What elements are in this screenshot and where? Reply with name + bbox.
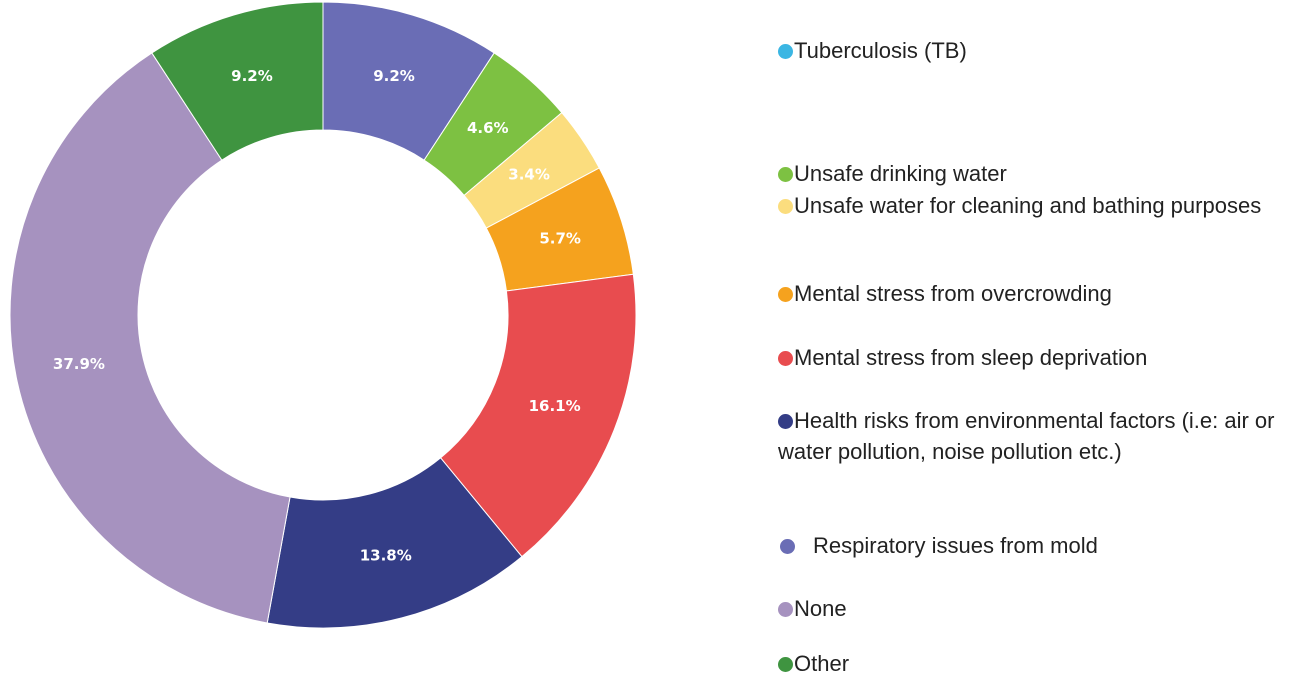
legend-marker	[778, 602, 793, 617]
legend-label: None	[794, 596, 847, 621]
legend-marker	[778, 414, 793, 429]
slice	[151, 1, 324, 161]
legend-item: Unsafe water for cleaning and bathing pu…	[778, 190, 1298, 221]
slice-label: 5.7%	[539, 230, 581, 248]
legend-label: Unsafe water for cleaning and bathing pu…	[794, 193, 1262, 218]
legend-label: Mental stress from overcrowding	[794, 281, 1112, 306]
legend-item: None	[778, 593, 1298, 624]
legend-marker	[778, 657, 793, 672]
legend-item: Respiratory issues from mold	[778, 530, 1298, 561]
legend-label: Respiratory issues from mold	[813, 533, 1098, 558]
slice-label: 9.2%	[373, 67, 415, 85]
legend-marker	[778, 167, 793, 182]
legend-marker	[778, 287, 793, 302]
slice	[9, 52, 291, 624]
legend-label: Other	[794, 651, 850, 676]
slice	[439, 273, 637, 558]
legend-item: Unsafe drinking water	[778, 158, 1298, 189]
legend-label: Health risks from environmental factors …	[778, 408, 1275, 464]
legend-item: Tuberculosis (TB)	[778, 35, 1298, 66]
legend-item: Other	[778, 648, 1298, 679]
slice-label: 37.9%	[53, 355, 105, 373]
slice-label: 16.1%	[529, 397, 581, 415]
legend-marker	[780, 539, 795, 554]
legend-item: Health risks from environmental factors …	[778, 405, 1298, 467]
legend-item: Mental stress from sleep deprivation	[778, 342, 1298, 373]
slice-label: 4.6%	[467, 119, 509, 137]
legend-marker	[778, 351, 793, 366]
legend-label: Tuberculosis (TB)	[794, 38, 967, 63]
slice-label: 9.2%	[231, 67, 273, 85]
legend-marker	[778, 44, 793, 59]
slice-label: 3.4%	[508, 166, 550, 184]
legend-label: Unsafe drinking water	[794, 161, 1007, 186]
legend-item: Mental stress from overcrowding	[778, 278, 1298, 309]
legend-label: Mental stress from sleep deprivation	[794, 345, 1148, 370]
donut-chart: 9.2% 4.6% 3.4% 5.7% 16.1% 13.8% 37.9% 9.2%	[9, 1, 637, 629]
slice-label: 13.8%	[360, 546, 412, 564]
legend-marker	[778, 199, 793, 214]
